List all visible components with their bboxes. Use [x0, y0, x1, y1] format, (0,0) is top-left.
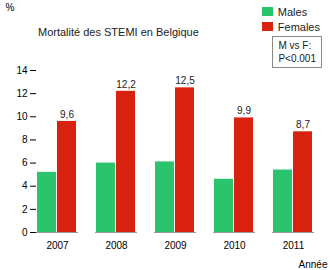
svg-text:2009: 2009: [164, 240, 187, 251]
svg-text:0: 0: [22, 227, 28, 238]
html-text:M vs F:: M vs F:: [278, 40, 312, 51]
svg-text:%: %: [6, 2, 15, 13]
svg-text:14: 14: [16, 65, 28, 76]
svg-text:10: 10: [16, 111, 28, 122]
svg-text:2: 2: [22, 204, 28, 215]
svg-text:12: 12: [16, 88, 28, 99]
svg-text:12,2: 12,2: [116, 79, 136, 90]
svg-text:Année: Année: [299, 259, 328, 270]
svg-text:4: 4: [22, 180, 28, 191]
html-text:Males: Males: [277, 5, 308, 18]
svg-text:6: 6: [22, 157, 28, 168]
svg-text:8: 8: [22, 134, 28, 145]
svg-text:2010: 2010: [223, 240, 246, 251]
svg-text:9,6: 9,6: [60, 109, 74, 120]
svg-text:2007: 2007: [46, 240, 69, 251]
html-text:P<0.001: P<0.001: [278, 53, 316, 64]
svg-text:2011: 2011: [283, 240, 305, 251]
html-text:Females: Females: [277, 20, 320, 33]
svg-text:9,9: 9,9: [237, 105, 251, 116]
svg-text:12,5: 12,5: [175, 75, 195, 86]
svg-text:2008: 2008: [105, 240, 128, 251]
html-text:Mortalité des STEMI en Belgiqu: Mortalité des STEMI en Belgique: [38, 26, 199, 38]
svg-text:8,7: 8,7: [296, 119, 310, 130]
